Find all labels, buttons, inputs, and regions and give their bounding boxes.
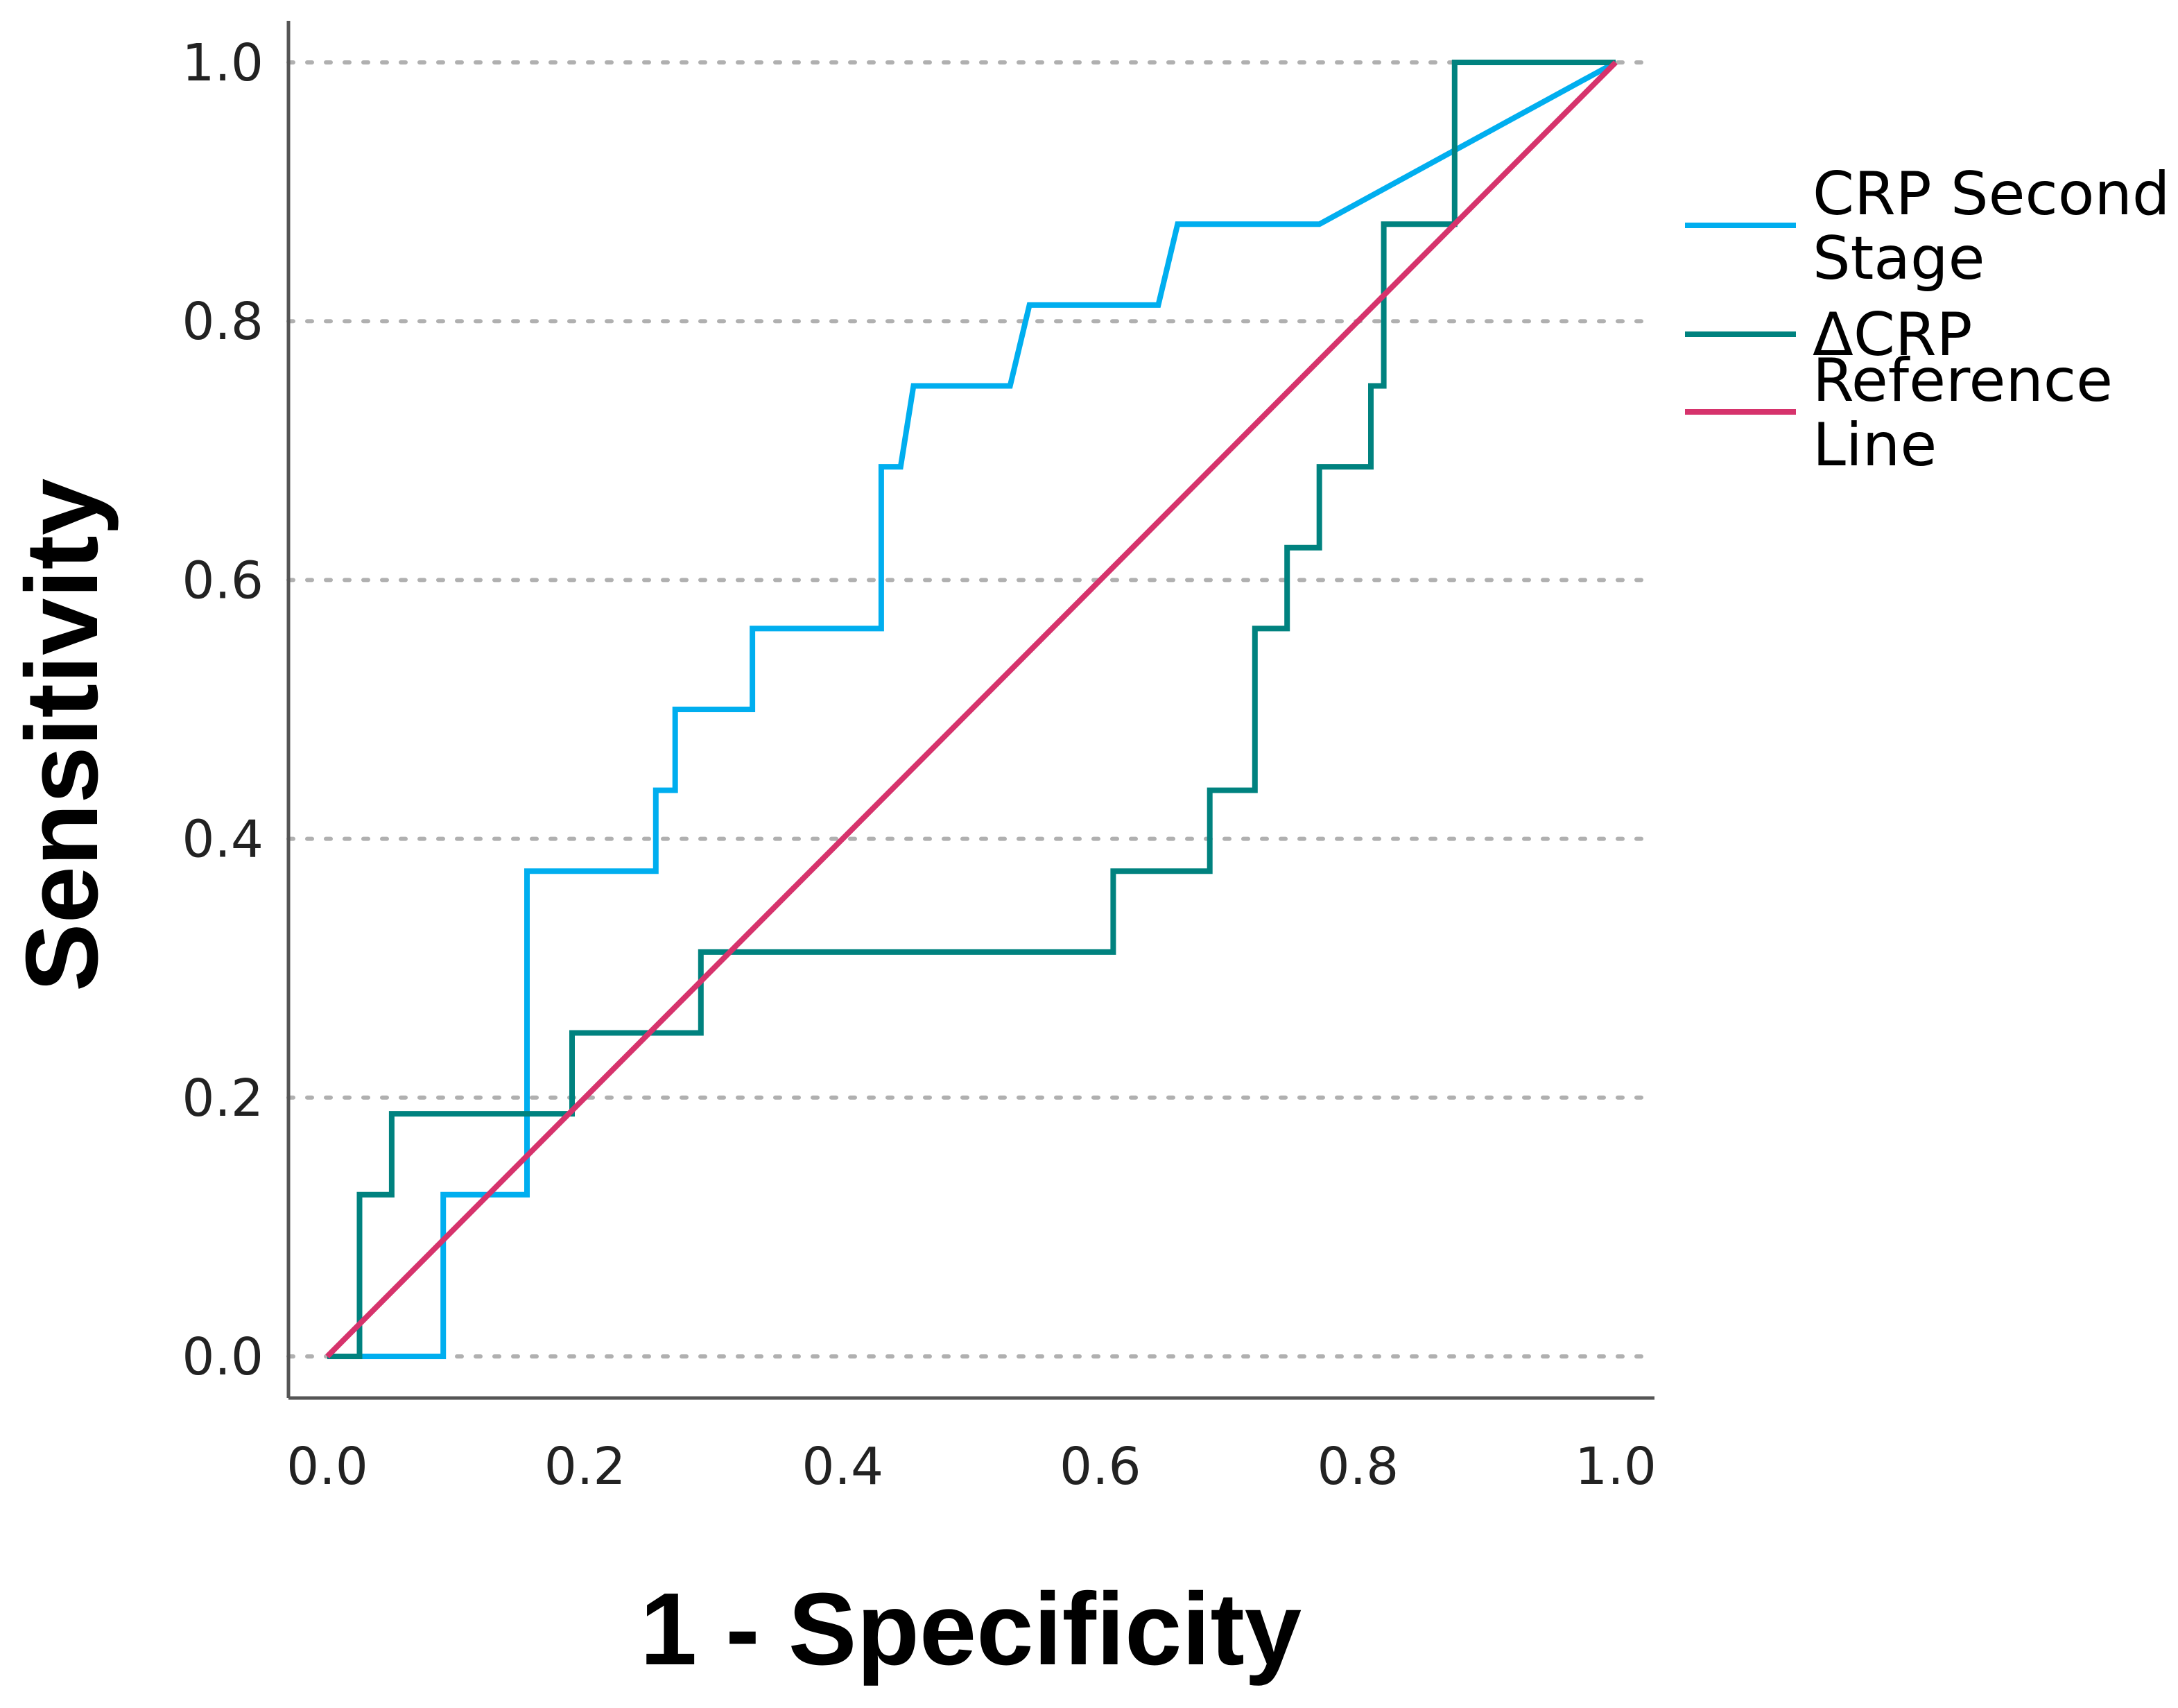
y-tick-label: 1.0 bbox=[182, 33, 263, 93]
x-tick-label: 0.8 bbox=[1317, 1437, 1399, 1496]
series-layer bbox=[325, 60, 1618, 1359]
x-tick-label: 0.6 bbox=[1060, 1437, 1141, 1496]
x-tick-label: 0.0 bbox=[286, 1437, 368, 1496]
legend-label: Reference bbox=[1813, 346, 2113, 415]
y-tick-label: 0.6 bbox=[182, 551, 263, 610]
y-tick-label: 0.8 bbox=[182, 292, 263, 352]
series-line-delta-crp bbox=[327, 60, 1616, 1359]
x-tick-layer: 0.0 0.2 0.4 0.6 0.8 1.0 bbox=[286, 1437, 1657, 1496]
y-tick-label: 0.4 bbox=[182, 810, 263, 870]
x-tick-label: 1.0 bbox=[1575, 1437, 1657, 1496]
y-tick-layer: 0.0 0.2 0.4 0.6 0.8 1.0 bbox=[182, 33, 263, 1387]
x-axis-title: 1 - Specificity bbox=[640, 1572, 1302, 1687]
axes-layer bbox=[286, 21, 1654, 1400]
legend-label: Line bbox=[1813, 411, 1937, 480]
y-tick-label: 0.2 bbox=[182, 1069, 263, 1128]
x-tick-label: 0.4 bbox=[802, 1437, 883, 1496]
legend-label: Stage bbox=[1813, 224, 1985, 293]
y-axis-title: Sensitivity bbox=[5, 478, 119, 992]
legend-label: ΔCRP bbox=[1813, 300, 1973, 370]
series-line-reference-line bbox=[325, 60, 1618, 1358]
x-tick-label: 0.2 bbox=[544, 1437, 626, 1496]
grid-layer bbox=[286, 60, 1657, 1358]
series-line-crp-second-stage bbox=[327, 60, 1617, 1359]
y-tick-label: 0.0 bbox=[182, 1327, 263, 1387]
legend-label: CRP Second bbox=[1813, 159, 2170, 229]
